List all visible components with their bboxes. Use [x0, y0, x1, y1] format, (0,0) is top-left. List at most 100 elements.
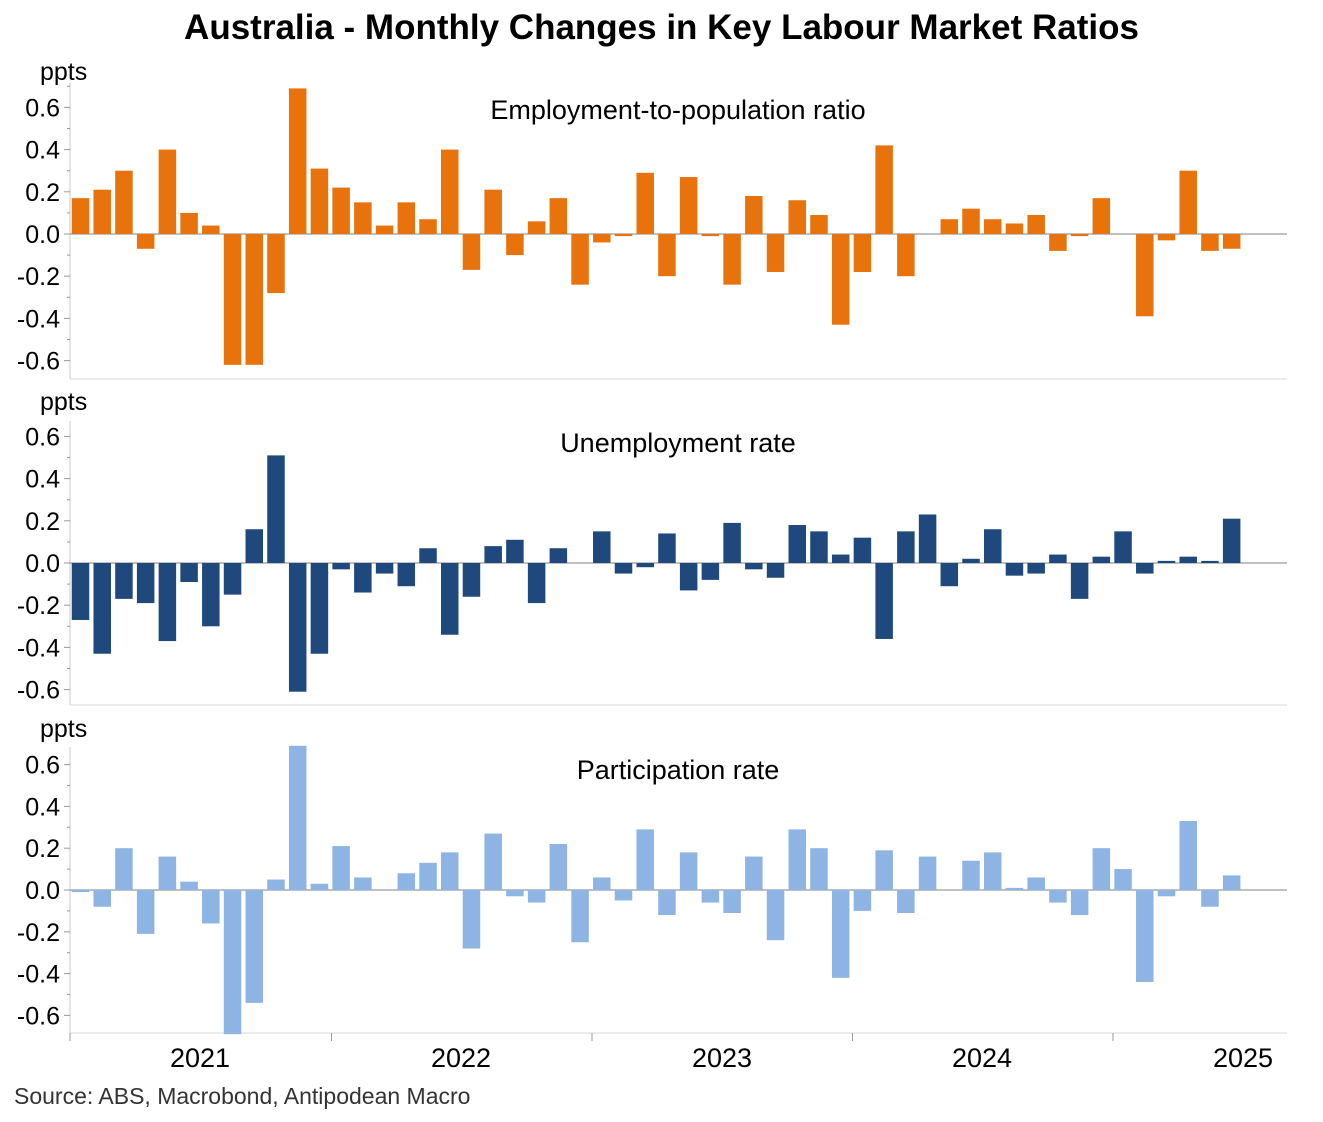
- bar: [788, 829, 807, 890]
- bar: [375, 225, 394, 234]
- bar: [1179, 821, 1197, 890]
- bar: [180, 212, 198, 234]
- bar: [745, 196, 763, 234]
- bar: [332, 187, 350, 234]
- bar: [1005, 887, 1024, 890]
- y-tick-label: -0.2: [17, 919, 60, 947]
- bar: [875, 145, 893, 234]
- bar: [93, 890, 111, 907]
- bar: [419, 862, 437, 890]
- bar: [527, 563, 546, 604]
- bar: [983, 852, 1002, 890]
- x-tick-label: 2025: [1213, 1043, 1273, 1073]
- y-tick-label: 0.6: [25, 94, 60, 122]
- bar: [1157, 560, 1176, 563]
- bar: [245, 234, 264, 365]
- bar: [1179, 556, 1197, 563]
- bar: [245, 890, 264, 1003]
- bar: [223, 563, 242, 595]
- bar: [593, 531, 611, 563]
- y-tick-label: 0.0: [25, 877, 60, 905]
- bar: [375, 563, 394, 574]
- bar: [527, 890, 546, 903]
- panel-title: Participation rate: [577, 755, 780, 785]
- bar: [1201, 890, 1219, 907]
- bar: [549, 198, 568, 234]
- bar: [332, 846, 350, 890]
- bar: [267, 879, 285, 890]
- bar: [71, 198, 90, 234]
- bar: [202, 563, 220, 627]
- bar: [940, 219, 959, 234]
- bar: [636, 829, 654, 890]
- bar: [788, 200, 807, 234]
- bar: [484, 546, 502, 563]
- bar: [962, 860, 980, 890]
- bar: [223, 890, 242, 1035]
- bar: [136, 890, 155, 934]
- bar: [918, 514, 937, 563]
- bar: [506, 890, 524, 897]
- bar: [202, 225, 220, 234]
- bar: [723, 890, 741, 913]
- bar: [93, 189, 111, 234]
- bar: [549, 548, 568, 563]
- y-tick-label: -0.2: [17, 263, 60, 291]
- bar: [267, 234, 285, 294]
- panel-title: Employment-to-population ratio: [490, 95, 865, 125]
- x-tick-label: 2024: [952, 1043, 1012, 1073]
- bar: [354, 563, 372, 593]
- bar: [701, 234, 720, 237]
- x-tick-label: 2022: [431, 1043, 491, 1073]
- bar: [202, 890, 220, 924]
- bar: [962, 208, 980, 234]
- bar: [1136, 563, 1154, 574]
- bar: [918, 856, 937, 890]
- bar: [1092, 848, 1111, 890]
- bar: [810, 531, 828, 563]
- bar: [332, 563, 350, 570]
- bar: [853, 234, 872, 272]
- bar: [897, 531, 915, 563]
- bar: [745, 563, 763, 570]
- bar: [223, 234, 242, 365]
- bar: [723, 522, 741, 563]
- bar: [1136, 234, 1154, 317]
- bar: [419, 219, 437, 234]
- bar: [1070, 234, 1089, 237]
- y-tick-label: 0.4: [25, 793, 60, 821]
- bar: [310, 563, 329, 654]
- bar: [1157, 234, 1176, 241]
- bar: [71, 563, 90, 620]
- bar: [440, 149, 459, 234]
- bar: [397, 563, 416, 587]
- bar: [571, 890, 589, 943]
- bar: [93, 563, 111, 654]
- bar: [766, 234, 785, 272]
- bar: [506, 234, 524, 256]
- bar: [1005, 563, 1024, 576]
- bar: [1070, 890, 1089, 916]
- bar: [462, 234, 481, 270]
- x-tick-label: 2023: [692, 1043, 752, 1073]
- bar: [1027, 877, 1045, 890]
- bar: [310, 168, 329, 234]
- bar: [462, 890, 481, 949]
- y-tick-label: -0.6: [17, 677, 60, 705]
- x-tick-label: 2021: [170, 1043, 230, 1073]
- y-tick-label: 0.6: [25, 752, 60, 780]
- bar: [679, 852, 698, 890]
- bar: [288, 563, 307, 692]
- bar: [288, 88, 307, 234]
- bar: [701, 563, 720, 580]
- bar: [1179, 170, 1197, 234]
- y-tick-label: 0.6: [25, 423, 60, 451]
- bar: [745, 856, 763, 890]
- bar: [136, 563, 155, 604]
- bar: [115, 848, 133, 890]
- bar: [158, 563, 177, 642]
- bar: [397, 873, 416, 890]
- bar: [1201, 560, 1219, 563]
- bar: [723, 234, 741, 285]
- y-unit-label: ppts: [40, 715, 87, 743]
